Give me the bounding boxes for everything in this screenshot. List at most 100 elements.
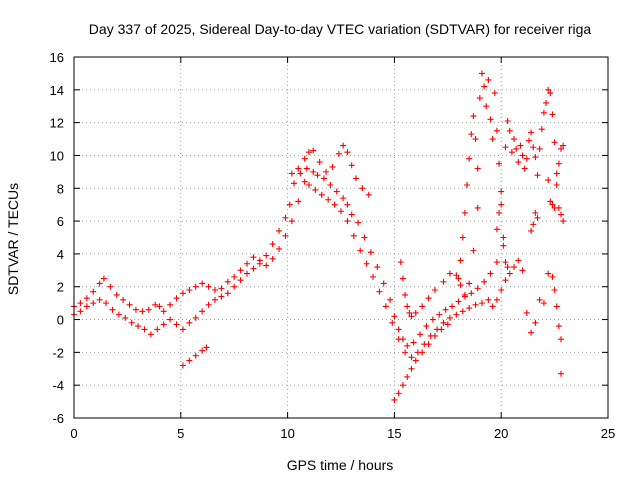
- data-point: [523, 155, 530, 162]
- grid: [74, 57, 608, 418]
- data-point: [419, 349, 426, 356]
- data-point: [534, 214, 541, 221]
- data-point: [380, 280, 387, 287]
- data-point: [361, 234, 368, 241]
- data-point: [314, 172, 321, 179]
- data-point: [408, 313, 415, 320]
- data-point: [478, 300, 485, 307]
- y-tick-label: 6: [57, 214, 64, 229]
- data-point: [291, 180, 298, 187]
- data-point: [515, 159, 522, 166]
- data-point: [256, 260, 263, 267]
- data-point: [404, 373, 411, 380]
- data-point: [244, 270, 251, 277]
- data-point: [498, 287, 505, 294]
- data-point: [250, 265, 257, 272]
- data-point: [536, 296, 543, 303]
- data-point: [496, 160, 503, 167]
- data-point: [350, 232, 357, 239]
- data-point: [478, 70, 485, 77]
- data-point: [192, 283, 199, 290]
- data-point: [389, 319, 396, 326]
- data-point: [551, 287, 558, 294]
- data-point: [179, 362, 186, 369]
- data-series: [71, 165, 500, 349]
- data-series: [489, 257, 565, 343]
- data-point: [301, 155, 308, 162]
- data-point: [553, 181, 560, 188]
- data-point: [186, 357, 193, 364]
- data-series: [455, 70, 567, 282]
- data-point: [506, 270, 513, 277]
- data-point: [282, 232, 289, 239]
- data-point: [429, 316, 436, 323]
- data-point: [192, 314, 199, 321]
- data-point: [474, 165, 481, 172]
- data-point: [167, 316, 174, 323]
- data-point: [457, 282, 464, 289]
- data-point: [103, 300, 110, 307]
- data-series: [397, 204, 481, 320]
- data-point: [152, 301, 159, 308]
- data-point: [560, 218, 567, 225]
- data-point: [412, 357, 419, 364]
- data-point: [335, 150, 342, 157]
- data-point: [145, 306, 152, 313]
- y-tick-label: -6: [52, 411, 64, 426]
- y-tick-label: 2: [57, 280, 64, 295]
- data-point: [493, 127, 500, 134]
- data-point: [203, 344, 210, 351]
- data-point: [218, 293, 225, 300]
- data-point: [141, 326, 148, 333]
- data-point: [470, 113, 477, 120]
- data-point: [90, 288, 97, 295]
- data-point: [438, 326, 445, 333]
- data-point: [489, 303, 496, 310]
- data-point: [100, 275, 107, 282]
- data-point: [549, 111, 556, 118]
- data-point: [444, 321, 451, 328]
- data-point: [387, 296, 394, 303]
- data-point: [472, 301, 479, 308]
- data-point: [558, 336, 565, 343]
- data-point: [551, 139, 558, 146]
- data-point: [355, 219, 362, 226]
- data-point: [498, 188, 505, 195]
- data-point: [310, 168, 317, 175]
- data-point: [391, 313, 398, 320]
- data-point: [126, 301, 133, 308]
- data-point: [344, 201, 351, 208]
- data-point: [502, 259, 509, 266]
- data-point: [323, 168, 330, 175]
- data-point: [301, 178, 308, 185]
- data-point: [423, 323, 430, 330]
- data-point: [404, 303, 411, 310]
- data-point: [320, 175, 327, 182]
- data-point: [286, 201, 293, 208]
- data-point: [485, 76, 492, 83]
- data-point: [419, 303, 426, 310]
- data-point: [310, 147, 317, 154]
- plot-frame: [73, 56, 609, 419]
- data-point: [363, 260, 370, 267]
- data-point: [487, 116, 494, 123]
- data-point: [506, 127, 513, 134]
- data-point: [538, 126, 545, 133]
- data-series: [493, 142, 567, 271]
- data-point: [466, 155, 473, 162]
- data-point: [325, 196, 332, 203]
- data-point: [500, 234, 507, 241]
- data-point: [470, 247, 477, 254]
- data-point: [515, 257, 522, 264]
- data-point: [173, 295, 180, 302]
- data-point: [211, 296, 218, 303]
- data-point: [532, 209, 539, 216]
- data-point: [549, 273, 556, 280]
- data-point: [224, 290, 231, 297]
- data-point: [442, 306, 449, 313]
- data-point: [528, 129, 535, 136]
- data-point: [555, 160, 562, 167]
- data-point: [513, 145, 520, 152]
- data-point: [504, 117, 511, 124]
